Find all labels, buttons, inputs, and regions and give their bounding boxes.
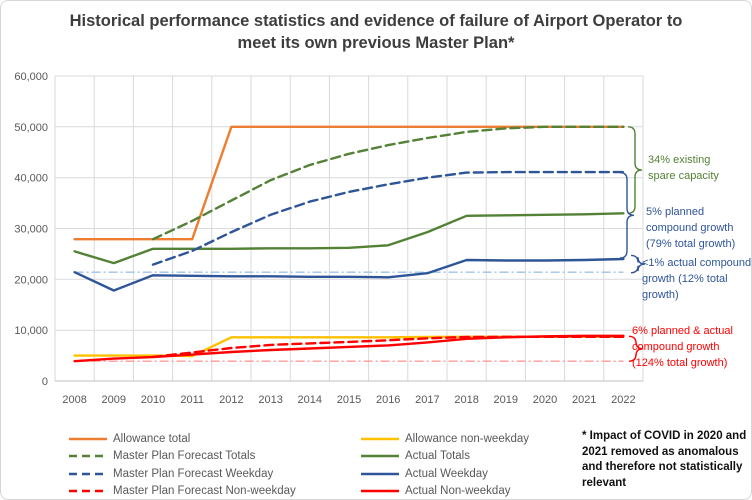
y-axis-label: 40,000 (14, 173, 48, 185)
y-axis-label: 10,000 (14, 325, 48, 337)
y-axis-label: 0 (42, 376, 48, 388)
line-chart-plot: 0 10,000 20,000 30,000 40,000 50,000 60,000 200… (14, 71, 646, 406)
x-axis-label: 2022 (611, 394, 635, 406)
x-axis-label: 2010 (141, 394, 165, 406)
annotation-line: 6% planned & actual (632, 325, 733, 337)
series-actual-non-weekday (73, 334, 625, 363)
legend-swatch-actual-weekday (361, 472, 399, 475)
annotation-line: compound growth (632, 340, 720, 353)
legend-label: Allowance non-weekday (405, 432, 530, 445)
annotation-brace-1 (619, 171, 635, 259)
x-axis-label: 2018 (454, 394, 478, 406)
legend-label: Actual Totals (405, 450, 470, 463)
y-axis: 0 10,000 20,000 30,000 40,000 50,000 60,000 (14, 71, 48, 388)
annotation-text-0: 34% existing spare capacity (648, 153, 719, 185)
legend-item-allowance-total: Allowance total (69, 430, 296, 448)
x-axis-label: 2012 (219, 394, 243, 406)
legend-label: Master Plan Forecast Weekday (113, 467, 274, 480)
y-axis-label: 50,000 (14, 122, 48, 134)
annotation-line: growth (12% total (642, 272, 728, 285)
x-axis-label: 2020 (533, 394, 557, 406)
x-axis-label: 2013 (258, 394, 282, 406)
x-axis-label: 2014 (298, 394, 322, 406)
legend-swatch-allowance-total (69, 437, 107, 440)
annotation-line: <1% actual compound (642, 257, 752, 269)
annotation-line: 5% planned (646, 206, 705, 218)
legend-item-master-plan-forecast-totals: Master Plan Forecast Totals (69, 448, 296, 466)
annotation-line: 34% existing (648, 154, 711, 166)
annotation-line: growth) (642, 288, 679, 301)
x-axis-label: 2008 (62, 394, 86, 406)
annotation-text-2: <1% actual compound growth (12% total grow… (642, 256, 751, 304)
legend-swatch-allowance-non-weekday (361, 437, 399, 440)
legend-item-master-plan-forecast-non-weekday: Master Plan Forecast Non-weekday (69, 483, 296, 500)
x-axis-label: 2016 (376, 394, 400, 406)
series-allowance-total (73, 125, 625, 241)
legend-label: Allowance total (113, 432, 191, 445)
legend-item-actual-non-weekday: Actual Non-weekday (361, 483, 529, 500)
legend-swatch-master-plan-forecast-non-weekday (69, 490, 107, 493)
series-master-plan-forecast-totals (151, 125, 625, 241)
legend-label: Actual Weekday (405, 467, 488, 480)
chart-title: Historical performance statistics and ev… (69, 12, 683, 53)
series-master-plan-forecast-weekday (151, 170, 625, 266)
x-axis-label: 2019 (494, 394, 518, 406)
annotation-line: spare capacity (648, 169, 719, 182)
y-axis-label: 30,000 (14, 224, 48, 236)
legend-column-right: Allowance non-weekday Actual Totals Actu… (361, 430, 529, 500)
x-axis-label: 2009 (102, 394, 126, 406)
annotation-brace-0 (627, 126, 643, 214)
series-actual-totals (73, 212, 625, 265)
x-axis-label: 2011 (180, 394, 204, 406)
y-axis-label: 60,000 (14, 71, 48, 83)
legend-swatch-actual-non-weekday (361, 490, 399, 493)
annotation-line: (124% total growth) (632, 356, 728, 369)
annotation-line: (79% total growth) (646, 237, 736, 250)
legend-swatch-master-plan-forecast-totals (69, 455, 107, 458)
y-axis-label: 20,000 (14, 274, 48, 286)
x-axis-label: 2015 (337, 394, 361, 406)
covid-footnote: * Impact of COVID in 2020 and 2021 remov… (582, 430, 747, 489)
annotation-line: compound growth (646, 221, 734, 234)
legend-column-left: Allowance total Master Plan Forecast Tot… (69, 430, 296, 500)
legend-item-actual-weekday: Actual Weekday (361, 465, 529, 483)
legend-item-actual-totals: Actual Totals (361, 448, 529, 466)
x-axis-label: 2021 (572, 394, 596, 406)
legend-label: Actual Non-weekday (405, 485, 511, 498)
x-axis: 2008 2009 2010 2011 2012 2013 2014 2015 2016 2017… (62, 394, 635, 406)
chart-legend: Allowance total Master Plan Forecast Tot… (1, 430, 751, 497)
legend-swatch-actual-totals (361, 455, 399, 458)
annotation-brace-3 (628, 335, 644, 362)
series-actual-weekday (73, 257, 625, 292)
annotation-brace-2 (630, 254, 646, 274)
x-axis-label: 2017 (415, 394, 439, 406)
annotation-text-3: 6% planned & actual compound growth (124% … (632, 324, 733, 372)
legend-label: Master Plan Forecast Non-weekday (113, 485, 296, 498)
legend-label: Master Plan Forecast Totals (113, 450, 256, 463)
legend-item-master-plan-forecast-weekday: Master Plan Forecast Weekday (69, 465, 296, 483)
legend-swatch-master-plan-forecast-weekday (69, 472, 107, 475)
annotation-text-1: 5% planned compound growth (79% total grow… (646, 205, 735, 253)
legend-item-allowance-non-weekday: Allowance non-weekday (361, 430, 529, 448)
